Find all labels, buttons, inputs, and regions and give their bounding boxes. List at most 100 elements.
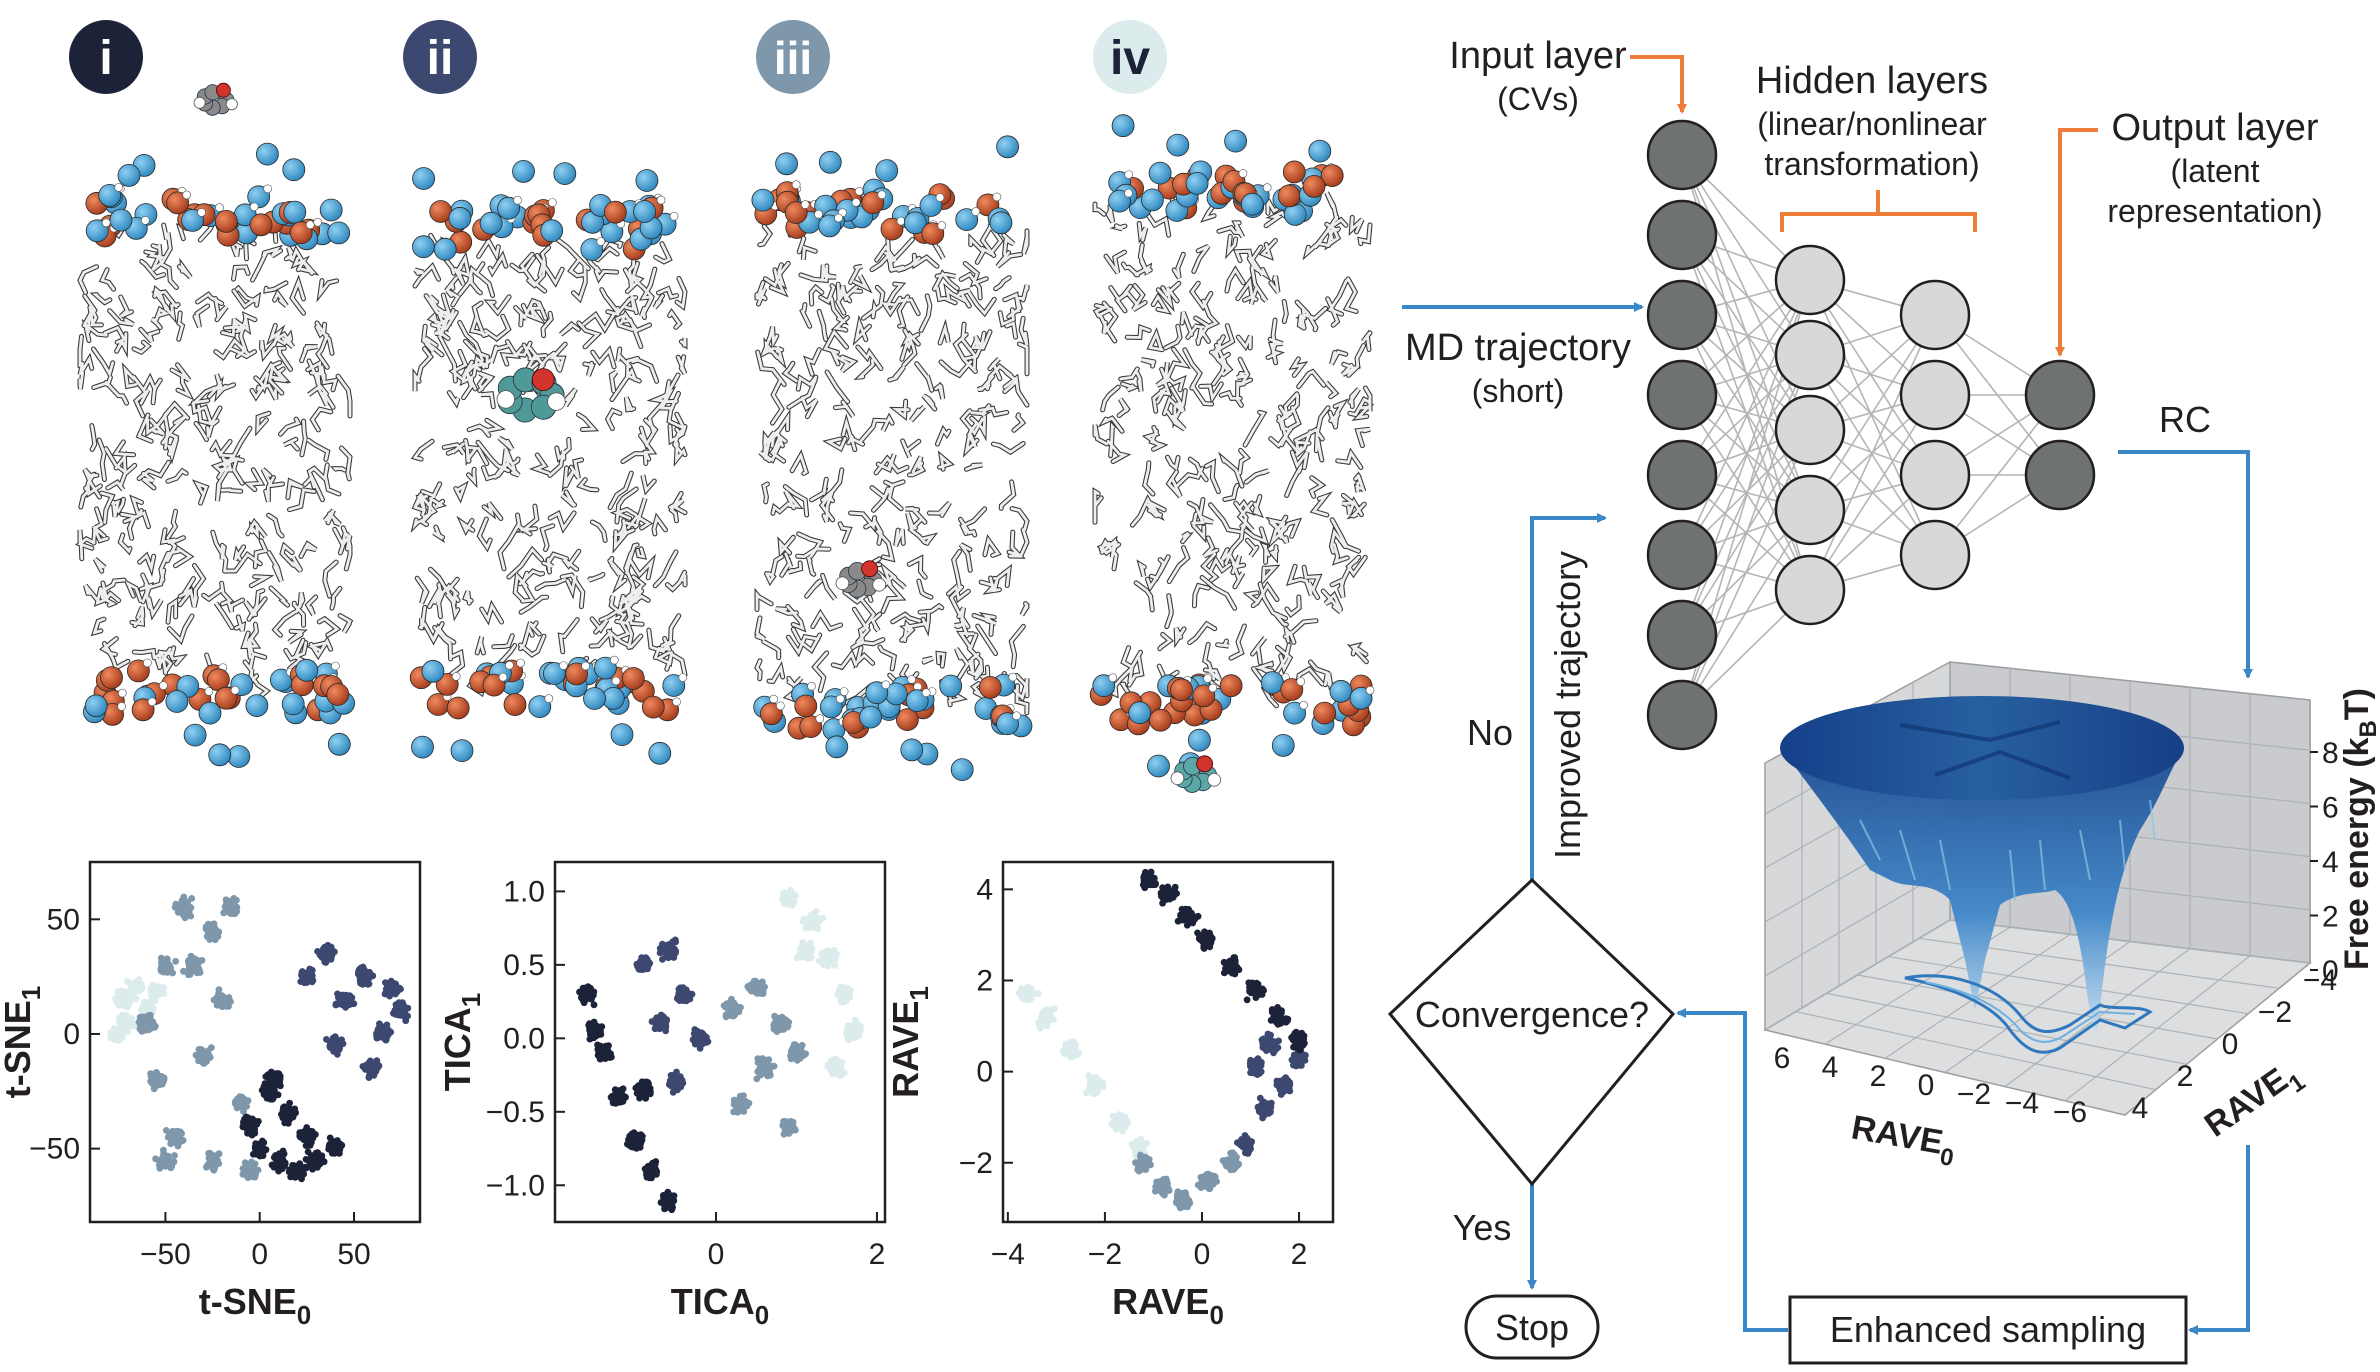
scatter-point bbox=[647, 1170, 654, 1178]
scatter-point bbox=[722, 1011, 730, 1019]
lipid-tail-fill bbox=[1093, 183, 1372, 718]
scatter-point bbox=[663, 951, 671, 959]
blue-bead bbox=[450, 739, 474, 762]
panel-label-i: i bbox=[99, 32, 112, 85]
blue-bead bbox=[594, 656, 617, 680]
scatter-point bbox=[339, 995, 346, 1002]
scatter-point bbox=[213, 1001, 221, 1009]
x-axis-label: TICA0 bbox=[671, 1281, 769, 1330]
y-tick-label: 50 bbox=[47, 903, 80, 936]
scatter-point bbox=[121, 996, 129, 1004]
hydrogen-bead bbox=[513, 195, 522, 205]
scatter-point bbox=[661, 1025, 669, 1032]
hydrogen-bead bbox=[807, 681, 816, 691]
scatter-point bbox=[138, 984, 146, 992]
blue-bead bbox=[1147, 754, 1170, 778]
scatter-point bbox=[325, 1145, 333, 1153]
hydrogen-bead bbox=[834, 213, 843, 223]
blue-bead bbox=[648, 741, 672, 765]
blue-bead bbox=[996, 135, 1019, 159]
scatter-point bbox=[802, 953, 809, 961]
scatter-point bbox=[242, 1169, 250, 1177]
hydrogen-bead bbox=[581, 661, 590, 671]
scatter-point bbox=[1071, 1046, 1079, 1053]
molecule-hydrogen bbox=[1207, 772, 1221, 787]
scatter-point bbox=[770, 1022, 778, 1029]
scatter-point bbox=[792, 1054, 800, 1062]
molecule-hydrogen bbox=[496, 390, 516, 409]
molecule-hydrogen bbox=[547, 392, 566, 411]
y-axis-label-sub: 1 bbox=[456, 993, 486, 1007]
scatter-point bbox=[328, 952, 336, 960]
scatter-point bbox=[398, 1005, 406, 1013]
hydrogen-bead bbox=[182, 190, 191, 200]
scatter-point bbox=[806, 939, 814, 947]
scatter-point bbox=[203, 933, 211, 940]
scatter-point bbox=[138, 1027, 146, 1035]
blue-bead bbox=[165, 690, 189, 713]
molecule-hydrogen bbox=[872, 577, 886, 592]
scatter-point bbox=[737, 1004, 744, 1011]
lipid-tail-fill bbox=[412, 234, 687, 696]
scatter-point bbox=[210, 1157, 218, 1164]
scatter-point bbox=[343, 1000, 351, 1008]
red-bead bbox=[429, 200, 453, 223]
blue-bead bbox=[411, 735, 434, 759]
panel-label-badge-iv bbox=[1093, 20, 1167, 94]
x-axis-label-main: TICA bbox=[671, 1281, 755, 1322]
scatter-point bbox=[650, 1163, 658, 1171]
blue-bead bbox=[875, 159, 899, 183]
hydrogen-bead bbox=[814, 209, 823, 219]
red-bead bbox=[794, 694, 818, 718]
blue-bead bbox=[900, 738, 924, 762]
scatter-point bbox=[841, 990, 848, 998]
scatter-point bbox=[1183, 1195, 1191, 1203]
scatter-point bbox=[1244, 1150, 1252, 1157]
scatter-point bbox=[1143, 1140, 1150, 1147]
molecule-hydrogen bbox=[1170, 771, 1185, 785]
permeant-molecule bbox=[496, 367, 566, 423]
scatter-point bbox=[138, 1007, 146, 1015]
blue-bead bbox=[528, 695, 552, 718]
blue-bead bbox=[950, 758, 974, 781]
blue-bead bbox=[1111, 114, 1135, 138]
scatter-point bbox=[651, 1025, 659, 1033]
x-tick-label: 0 bbox=[708, 1238, 725, 1271]
scatter-point bbox=[278, 1163, 285, 1170]
scatter-point bbox=[811, 920, 819, 928]
scatter-point bbox=[644, 1079, 652, 1086]
hydrogen-bead bbox=[839, 687, 849, 696]
y-axis-label: t-SNE1 bbox=[0, 986, 46, 1098]
y-axis-label: TICA1 bbox=[437, 993, 486, 1091]
red-bead bbox=[1320, 164, 1344, 188]
scatter-point bbox=[833, 1060, 841, 1068]
scatter-point bbox=[1227, 1155, 1234, 1163]
red-bead bbox=[482, 673, 506, 697]
scatter-point bbox=[209, 925, 216, 933]
scatter-point bbox=[851, 1024, 859, 1032]
scatter-point bbox=[211, 1164, 219, 1171]
hydrogen-bead bbox=[596, 237, 606, 246]
panel-label-badge-i bbox=[69, 20, 143, 94]
membrane-snapshot-2 bbox=[409, 159, 688, 765]
blue-bead bbox=[939, 674, 963, 698]
hydrogen-bead bbox=[678, 673, 688, 682]
scatter-point bbox=[306, 1130, 314, 1138]
scatter-point bbox=[165, 961, 173, 969]
blue-bead bbox=[1283, 701, 1306, 725]
blue-bead bbox=[989, 211, 1013, 235]
blue-bead bbox=[1128, 701, 1152, 725]
red-bead bbox=[1149, 708, 1172, 732]
scatter-point bbox=[332, 1043, 340, 1050]
red-bead bbox=[446, 696, 470, 720]
red-bead bbox=[100, 666, 123, 689]
blue-bead bbox=[662, 674, 686, 697]
red-bead bbox=[326, 683, 350, 706]
scatter-point bbox=[1067, 1053, 1075, 1061]
permeant-molecule bbox=[193, 82, 238, 116]
red-bead bbox=[131, 698, 155, 722]
scatter-point bbox=[123, 1003, 131, 1011]
lipid-tails bbox=[410, 232, 688, 698]
scatter-point bbox=[233, 908, 241, 915]
